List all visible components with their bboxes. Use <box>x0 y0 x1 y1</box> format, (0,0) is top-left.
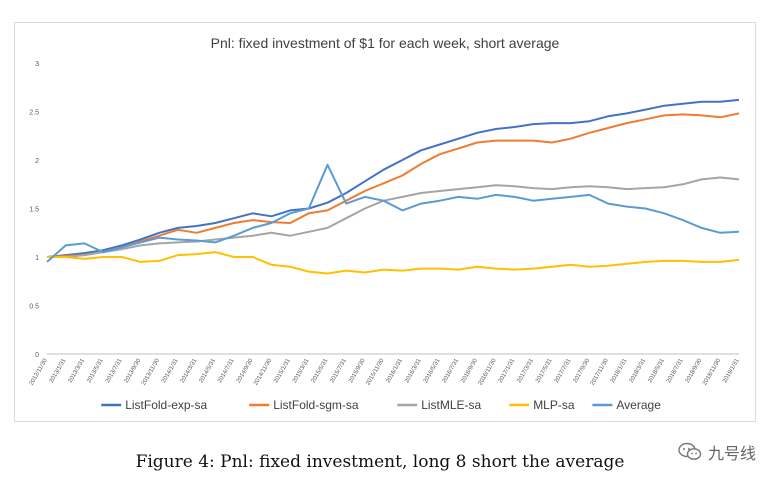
wechat-icon <box>678 442 702 460</box>
x-tick-label: 2013/3/31 <box>68 357 87 384</box>
legend: ListFold-exp-sa ListFold-sgm-sa ListMLE-sa… <box>101 398 661 412</box>
y-tick-label: 0.5 <box>29 304 39 311</box>
x-tick-label: 2015/3/31 <box>292 357 311 384</box>
x-tick-label: 2018/1/31 <box>610 357 629 384</box>
series-lines <box>46 98 740 275</box>
x-tick-label: 2016/9/30 <box>460 357 479 384</box>
x-tick-label: 2015/11/30 <box>365 357 385 386</box>
x-tick-label: 2015/7/31 <box>329 357 348 384</box>
x-tick-label: 2014/9/30 <box>236 357 255 384</box>
x-tick-label: 2013/9/30 <box>124 357 143 384</box>
x-tick-label: 2018/5/31 <box>647 357 666 384</box>
x-tick-label: 2016/11/30 <box>478 357 498 386</box>
x-tick-label: 2018/9/30 <box>685 357 704 384</box>
y-tick-label: 3 <box>35 61 39 68</box>
x-tick-label: 2017/5/31 <box>535 357 554 384</box>
x-tick-label: 2015/9/30 <box>348 357 367 384</box>
line-chart: Pnl: fixed investment of $1 for each wee… <box>29 35 741 412</box>
y-tick-labels: 0 0.5 1 1.5 2 2.5 3 <box>29 61 39 359</box>
x-tick-label: 2016/1/31 <box>386 357 405 384</box>
legend-label: ListFold-exp-sa <box>125 398 207 412</box>
y-tick-label: 2.5 <box>29 110 39 117</box>
x-tick-label: 2015/5/31 <box>311 357 330 384</box>
watermark-text: 九号线 <box>707 444 756 463</box>
x-tick-label: 2019/1/31 <box>722 357 741 384</box>
series-line-average <box>46 163 740 263</box>
chart-frame: Pnl: fixed investment of $1 for each wee… <box>14 22 756 422</box>
x-tick-label: 2013/7/31 <box>105 357 124 384</box>
legend-label: MLP-sa <box>533 398 575 412</box>
x-tick-label: 2017/9/30 <box>573 357 592 384</box>
y-tick-label: 1.5 <box>29 207 39 214</box>
x-tick-label: 2014/5/31 <box>199 357 218 384</box>
legend-label: ListMLE-sa <box>421 398 481 412</box>
y-tick-label: 1 <box>35 255 39 262</box>
legend-label: ListFold-sgm-sa <box>273 398 359 412</box>
x-tick-label: 2017/3/31 <box>516 357 535 384</box>
y-tick-label: 0 <box>35 352 39 359</box>
x-tick-label: 2012/11/30 <box>29 357 49 386</box>
x-tick-label: 2014/1/31 <box>161 357 180 384</box>
x-tick-label: 2017/7/31 <box>554 357 573 384</box>
x-tick-label: 2017/11/30 <box>590 357 610 386</box>
x-tick-label: 2013/1/31 <box>49 357 68 384</box>
x-tick-label: 2014/7/31 <box>217 357 236 384</box>
x-tick-label: 2018/7/31 <box>666 357 685 384</box>
watermark: 九号线 <box>678 440 756 464</box>
series-line-listfold-exp-sa <box>46 98 740 258</box>
x-tick-label: 2014/11/30 <box>253 357 273 386</box>
x-tick-label: 2018/3/31 <box>629 357 648 384</box>
figure-caption: Figure 4: Pnl: fixed investment, long 8 … <box>135 452 625 472</box>
x-tick-label: 2015/1/31 <box>273 357 292 384</box>
x-tick-label: 2016/5/31 <box>423 357 442 384</box>
series-line-listfold-sgm-sa <box>46 112 740 258</box>
x-tick-label: 2014/3/31 <box>180 357 199 384</box>
x-tick-label: 2013/5/31 <box>86 357 105 384</box>
legend-label: Average <box>616 398 661 412</box>
x-tick-label: 2013/11/30 <box>141 357 161 386</box>
series-line-listmle-sa <box>47 176 740 258</box>
x-tick-labels: 2012/11/30 2013/1/31 2013/3/31 2013/5/31 201… <box>29 357 741 386</box>
series-line-mlp-sa <box>47 251 740 275</box>
x-tick-label: 2016/3/31 <box>404 357 423 384</box>
y-tick-label: 2 <box>35 158 39 165</box>
chart-title: Pnl: fixed investment of $1 for each wee… <box>211 35 560 51</box>
x-tick-label: 2017/1/31 <box>498 357 517 384</box>
x-tick-label: 2018/11/30 <box>702 357 722 386</box>
x-tick-label: 2016/7/31 <box>442 357 461 384</box>
